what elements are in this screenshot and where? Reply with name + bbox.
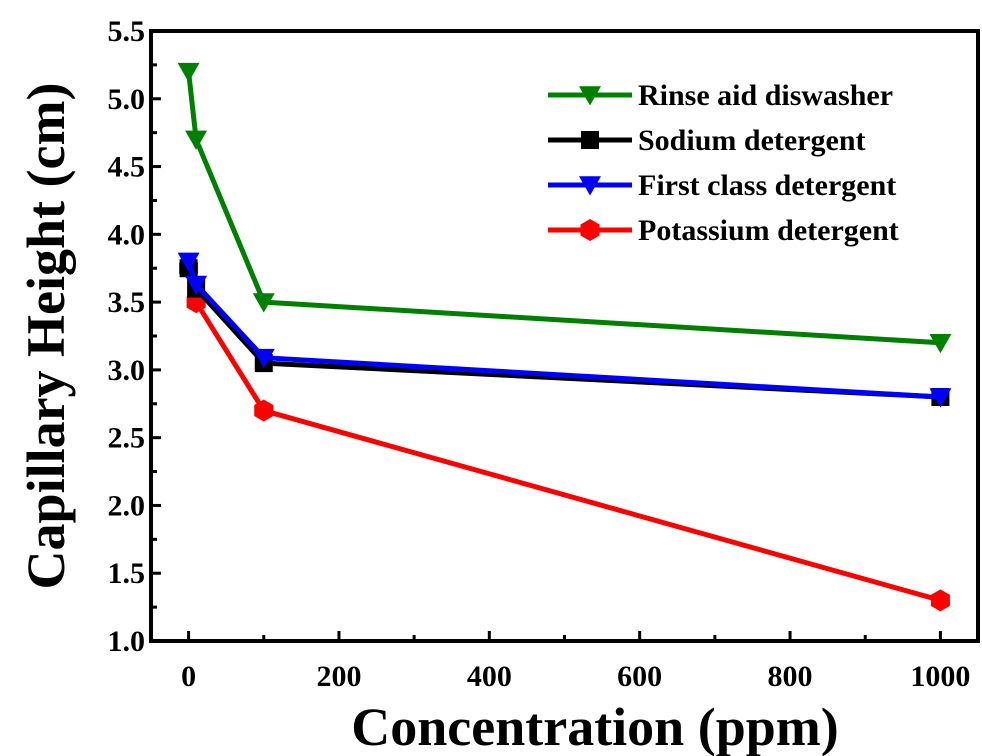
data-point (252, 293, 275, 313)
data-point (177, 252, 200, 272)
legend: Rinse aid diswasher Sodium detergent First… (548, 79, 899, 247)
y-axis-title: Capillary Height (cm) (16, 83, 76, 590)
legend-swatch-marker (580, 219, 600, 241)
y-tick-label: 2.0 (108, 489, 146, 522)
x-tick-label: 1000 (910, 660, 970, 693)
y-tick-label: 5.5 (108, 15, 146, 48)
legend-item: Rinse aid diswasher (548, 79, 893, 112)
legend-label: Rinse aid diswasher (638, 79, 893, 112)
series-first-class-detergent (177, 252, 952, 408)
y-tick-label: 3.5 (108, 286, 146, 319)
legend-swatch-marker (581, 131, 599, 149)
x-tick-label: 400 (467, 660, 512, 693)
series-rinse-aid-diswasher (177, 62, 952, 354)
series-line (186, 267, 941, 400)
data-point (185, 275, 208, 295)
x-axis-title: Concentration (ppm) (351, 697, 838, 756)
x-tick-label: 200 (316, 660, 361, 693)
series-sodium-detergent (179, 259, 950, 406)
y-tick-label: 2.5 (108, 422, 146, 455)
series-layer (177, 62, 952, 612)
y-axis: 1.0 1.5 2.0 2.5 3.0 3.5 4.0 4.5 5.0 5.5 (108, 15, 161, 658)
legend-label: Potassium detergent (638, 214, 899, 247)
data-point (929, 333, 952, 354)
series-potassium-detergent (179, 257, 950, 612)
legend-swatch-marker (579, 176, 601, 196)
x-tick-label: 600 (617, 660, 662, 693)
data-point (252, 348, 275, 369)
y-tick-label: 1.0 (108, 625, 146, 658)
y-tick-label: 4.5 (108, 151, 146, 184)
data-point (254, 399, 274, 422)
x-tick-label: 800 (768, 660, 813, 693)
legend-label: Sodium detergent (638, 124, 866, 157)
legend-item: Potassium detergent (548, 214, 899, 247)
legend-item: First class detergent (548, 169, 896, 202)
legend-label: First class detergent (638, 169, 896, 202)
data-point (929, 388, 952, 408)
y-tick-label: 3.0 (108, 354, 146, 387)
series-line (186, 260, 941, 400)
y-tick-label: 4.0 (108, 218, 146, 251)
legend-item: Sodium detergent (548, 124, 866, 157)
x-tick-label: 0 (181, 660, 196, 693)
data-point (177, 62, 200, 83)
series-line (186, 71, 941, 346)
y-tick-label: 5.0 (108, 83, 146, 116)
data-point (185, 130, 208, 150)
x-axis: 0 200 400 600 800 1000 (181, 631, 970, 693)
legend-swatch-marker (579, 86, 601, 106)
y-tick-label: 1.5 (108, 557, 146, 590)
data-point (930, 589, 950, 612)
